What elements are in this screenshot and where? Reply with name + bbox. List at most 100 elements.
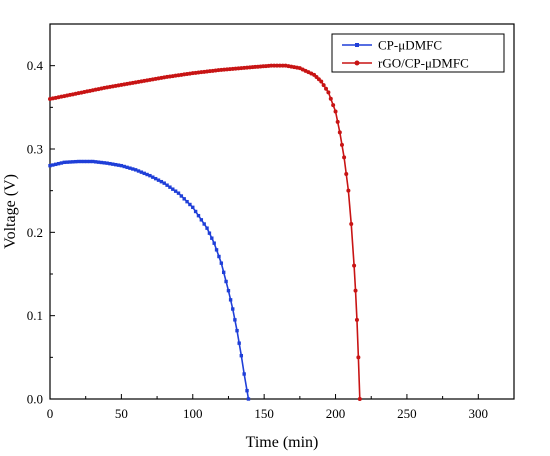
- data-point: [59, 161, 64, 165]
- x-axis-title: Time (min): [246, 434, 319, 451]
- data-point: [51, 163, 55, 167]
- data-point: [357, 397, 362, 401]
- data-point: [342, 155, 347, 160]
- data-point: [196, 213, 201, 218]
- data-point: [269, 63, 274, 68]
- data-point: [226, 288, 231, 293]
- data-point: [233, 318, 237, 322]
- data-point: [205, 226, 209, 230]
- plot-axes: [49, 23, 515, 400]
- data-point: [88, 159, 92, 164]
- y-tick-label: 0.0: [27, 392, 43, 407]
- data-point: [337, 130, 342, 135]
- data-point: [356, 355, 361, 360]
- series-layer: [48, 63, 362, 401]
- data-point: [119, 163, 124, 168]
- data-point: [344, 172, 349, 176]
- data-point: [233, 66, 238, 71]
- x-tick-label: 200: [326, 406, 346, 421]
- data-point: [335, 119, 340, 124]
- data-point: [93, 160, 98, 164]
- data-point: [91, 159, 95, 164]
- legend-label: CP-μDMFC: [378, 38, 442, 53]
- data-point: [179, 194, 184, 198]
- data-point: [246, 397, 251, 401]
- data-point: [277, 63, 282, 68]
- data-point: [142, 171, 146, 176]
- data-point: [139, 170, 144, 174]
- legend-label: rGO/CP-μDMFC: [378, 56, 469, 71]
- data-point: [245, 388, 249, 393]
- data-point: [96, 160, 101, 164]
- data-point: [272, 63, 277, 68]
- series-1: [48, 159, 251, 401]
- data-point: [349, 222, 354, 226]
- data-point: [191, 205, 195, 210]
- data-point: [113, 162, 118, 167]
- data-point: [122, 164, 126, 169]
- data-point: [326, 90, 331, 95]
- data-point: [236, 66, 241, 71]
- data-point: [321, 83, 326, 88]
- data-point: [156, 178, 161, 182]
- data-point: [212, 241, 216, 245]
- data-point: [133, 168, 138, 172]
- data-point: [239, 66, 244, 71]
- data-point: [219, 261, 224, 265]
- data-point: [54, 162, 58, 167]
- data-point: [116, 163, 121, 167]
- data-point: [153, 176, 158, 181]
- data-point: [62, 160, 66, 165]
- data-point: [353, 288, 358, 293]
- data-point: [171, 187, 175, 191]
- data-point: [48, 163, 52, 168]
- data-point: [339, 142, 344, 147]
- data-point: [193, 209, 198, 214]
- x-tick-label: 300: [469, 406, 489, 421]
- data-point: [125, 165, 129, 170]
- legend-item-1: CP-μDMFC: [342, 38, 442, 53]
- data-point: [352, 263, 357, 268]
- x-tick-label: 250: [397, 406, 417, 421]
- data-point: [239, 353, 244, 358]
- data-point: [235, 328, 239, 333]
- data-point: [82, 159, 86, 164]
- data-point: [230, 66, 235, 71]
- data-point: [346, 188, 351, 193]
- data-point: [219, 67, 224, 72]
- data-point: [222, 67, 227, 72]
- data-point: [176, 191, 181, 195]
- data-point: [242, 65, 247, 70]
- data-point: [111, 162, 115, 166]
- data-point: [228, 298, 233, 302]
- data-point: [68, 160, 72, 164]
- legend-marker: [354, 60, 360, 66]
- data-point: [145, 172, 149, 177]
- data-point: [168, 185, 172, 189]
- data-point: [245, 65, 250, 70]
- data-point: [136, 169, 141, 173]
- data-point: [65, 160, 69, 164]
- data-point: [207, 231, 212, 235]
- data-point: [210, 236, 214, 240]
- data-point: [128, 166, 132, 170]
- data-point: [231, 307, 235, 311]
- series-2: [48, 63, 362, 401]
- data-point: [202, 222, 206, 226]
- series-line: [49, 160, 250, 400]
- data-point: [275, 63, 280, 68]
- legend: CP-μDMFC rGO/CP-μDMFC: [331, 33, 505, 73]
- data-point: [214, 248, 219, 252]
- y-tick-label: 0.3: [27, 142, 43, 157]
- data-point: [165, 183, 169, 187]
- data-point: [148, 173, 152, 178]
- data-point: [242, 372, 246, 376]
- data-point: [185, 199, 189, 204]
- data-point: [162, 181, 166, 185]
- plot-frame: [49, 23, 515, 400]
- data-point: [237, 341, 241, 345]
- y-tick-label: 0.4: [27, 58, 44, 73]
- data-point: [227, 67, 232, 72]
- axis-ticks: 0 50 100 150 200 250 300 0.0 0.1 0.2 0.3 0.4: [27, 23, 489, 421]
- data-point: [182, 197, 186, 201]
